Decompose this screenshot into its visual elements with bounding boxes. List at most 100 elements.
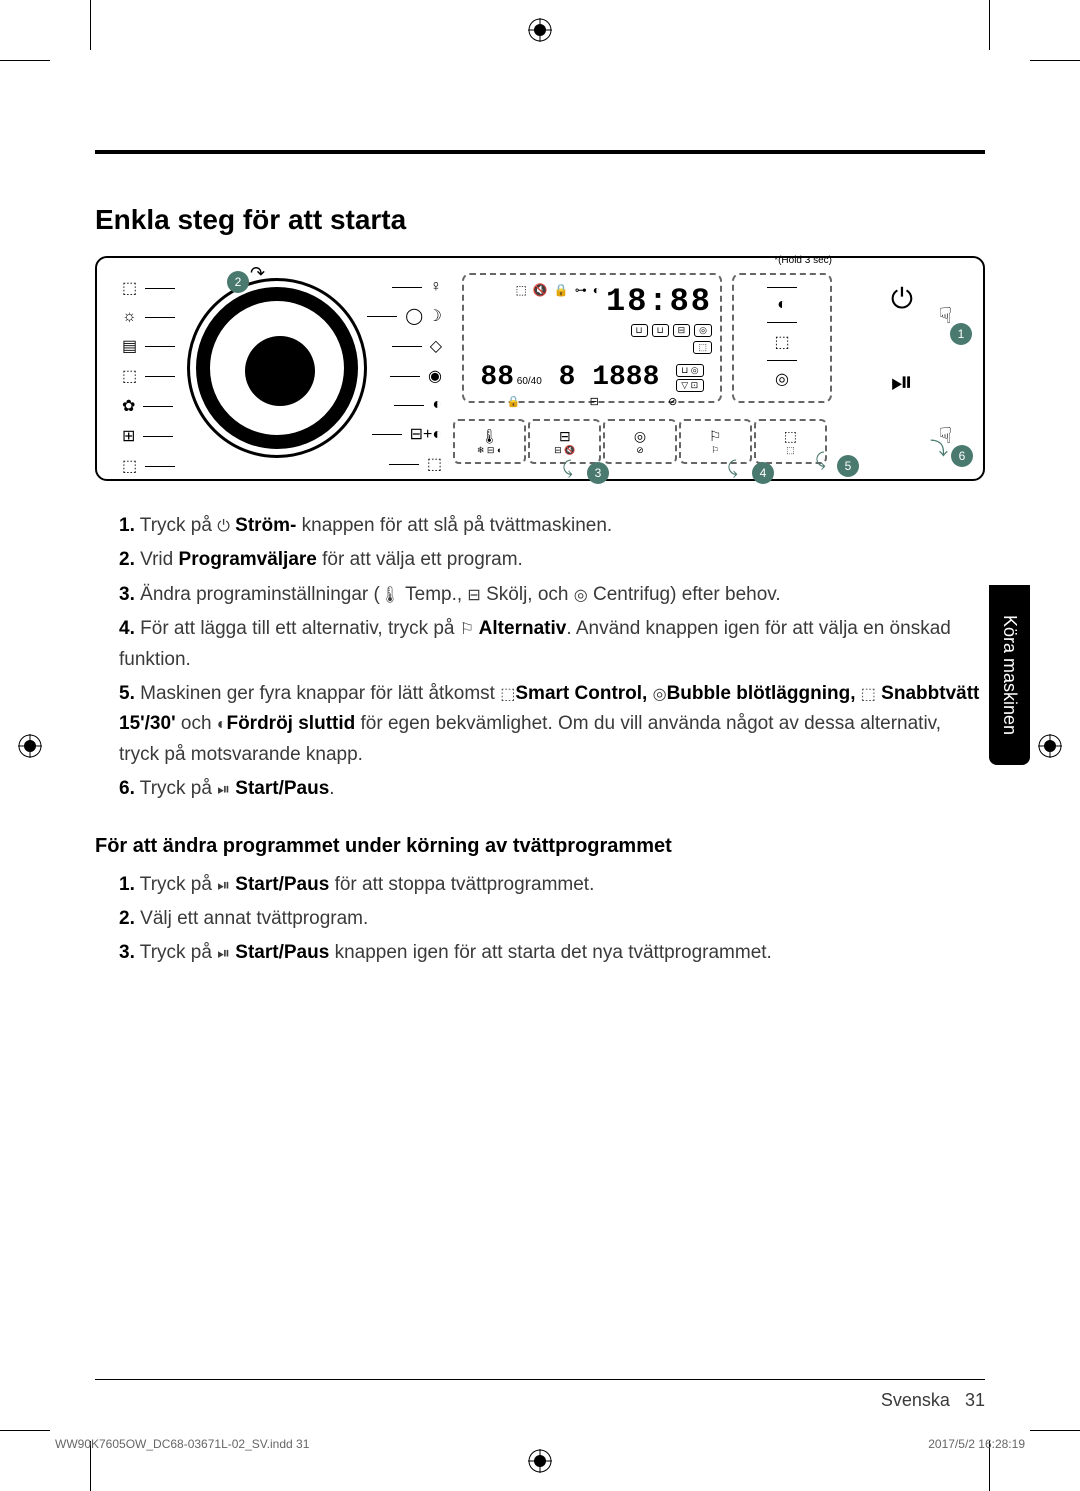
play-pause-icon: ⏯: [891, 366, 913, 399]
hand-icon: ☟: [939, 303, 952, 329]
display-icon: ⊘: [668, 395, 677, 408]
power-icon: ⏻: [891, 283, 913, 316]
main-instructions: 1. Tryck på ⏻ Ström- knappen för att slå…: [95, 511, 985, 805]
play-pause-icon: ⏯: [217, 877, 230, 894]
subsection-title: För att ändra programmet under körning a…: [95, 835, 985, 858]
file-info: WW90K7605OW_DC68-03671L-02_SV.indd 31: [55, 1437, 309, 1451]
smart-icon: ⬚: [500, 686, 515, 703]
crop-mark: [1030, 60, 1080, 61]
crop-mark: [0, 1430, 50, 1431]
sub-instructions: 1. Tryck på ⏯ Start/Paus för att stoppa …: [95, 870, 985, 969]
spin-button: ◎ ⊘: [603, 419, 676, 464]
crop-mark: [0, 60, 50, 61]
callout-6: 6: [951, 445, 973, 467]
display-icon: ⊔: [631, 324, 648, 337]
temp-button: 🌡 ❄ ⊟ ◐: [453, 419, 526, 464]
bubble-icon: ◎: [653, 686, 667, 703]
dial-icon: ⬚: [122, 366, 137, 386]
display-icon: ⊔: [652, 324, 669, 337]
bubble-icon: ◎: [775, 369, 789, 389]
instruction-item: 2. Välj ett annat tvättprogram.: [119, 904, 985, 934]
instruction-item: 4. För att lägga till ett alternativ, tr…: [119, 614, 985, 675]
dial-icon: ✿: [122, 396, 135, 416]
quick-wash-icon: ⬚: [861, 686, 876, 703]
display-icon: ⊟: [673, 324, 691, 337]
registration-mark-icon: [1038, 734, 1062, 758]
footer-page-num: 31: [965, 1390, 985, 1410]
callout-2: 2: [227, 271, 249, 293]
dial-right-icons: ♀ ◯ ☽ ◇ ◉ ◐ ⊟+◐ ⬚: [367, 278, 442, 474]
section-title: Enkla steg för att starta: [95, 204, 985, 236]
header-rule: [95, 150, 985, 154]
timestamp: 2017/5/2 16:28:19: [928, 1437, 1025, 1451]
instruction-item: 6. Tryck på ⏯ Start/Paus.: [119, 774, 985, 804]
hold-text: *(Hold 3 sec): [774, 255, 832, 266]
side-tab: Köra maskinen: [989, 585, 1030, 765]
dial-icon: ◇: [430, 336, 442, 356]
display-icon: 🔒: [554, 283, 569, 320]
display-icon: 🔇: [533, 283, 548, 320]
display-time: 18:88: [606, 283, 712, 320]
dial-icon: ⬚: [122, 278, 137, 298]
program-dial: ↷: [187, 278, 367, 458]
dial-area: ⬚ ☼ ▤ ⬚ ✿ ⊞ ⬚ ↷ 2 ♀ ◯ ☽ ◇ ◉ ◐ ⊟+◐ ⬚: [112, 273, 452, 464]
display-icon: ⊟: [590, 395, 599, 408]
instruction-item: 3. Ändra programinställningar (🌡 Temp., …: [119, 580, 985, 610]
callout-1: 1: [950, 323, 972, 345]
play-pause-icon: ⏯: [217, 781, 230, 798]
temp-icons: 60/40: [514, 376, 542, 387]
page-footer: Svenska 31: [95, 1379, 985, 1411]
callout-4: 4: [752, 462, 774, 484]
instruction-item: 5. Maskinen ger fyra knappar för lätt åt…: [119, 679, 985, 770]
display-icon: ▽ ⊡: [676, 379, 703, 392]
dial-left-icons: ⬚ ☼ ▤ ⬚ ✿ ⊞ ⬚: [122, 278, 175, 476]
right-panel: *(Hold 3 sec) ◐ ⬚ ◎: [732, 273, 832, 433]
temp-icon: 🌡: [380, 587, 400, 604]
spin-icon: ◎: [634, 428, 646, 445]
rinse-display: 8: [559, 362, 576, 393]
rinse-icon: ⊟: [559, 428, 571, 445]
registration-mark-icon: [528, 1449, 552, 1473]
display-area: ⬚ 🔇 🔒 ⊶ ◐ 18:88 ⊔ ⊔ ⊟ ◎ ⬚ 88 60/40: [462, 273, 722, 403]
display-icon: ◐: [593, 283, 600, 320]
print-metadata: WW90K7605OW_DC68-03671L-02_SV.indd 31 20…: [55, 1437, 1025, 1451]
callout-3: 3: [587, 462, 609, 484]
delay-icon: ◐: [777, 296, 787, 314]
dial-icon: ⬚: [122, 456, 137, 476]
callout-5: 5: [837, 455, 859, 477]
dial-icon: ◯ ☽: [405, 306, 442, 326]
options-icon: ⚐: [460, 621, 474, 638]
dial-icon: ⊟+◐: [410, 424, 442, 444]
spin-display: 1888: [592, 362, 659, 393]
temp-display: 88: [480, 362, 514, 393]
control-panel-diagram: ⬚ ☼ ▤ ⬚ ✿ ⊞ ⬚ ↷ 2 ♀ ◯ ☽ ◇ ◉ ◐ ⊟+◐ ⬚: [95, 256, 985, 481]
display-icon: ⊶: [575, 283, 587, 320]
footer-language: Svenska: [881, 1390, 950, 1410]
display-icon: ⬚: [693, 341, 712, 354]
dial-icon: ⊞: [122, 426, 135, 446]
options-button: ⚐ ⚐: [679, 419, 752, 464]
temp-icon: 🌡: [481, 428, 499, 445]
dial-icon: ⬚: [427, 454, 442, 474]
instruction-item: 1. Tryck på ⏯ Start/Paus för att stoppa …: [119, 870, 985, 900]
instruction-item: 3. Tryck på ⏯ Start/Paus knappen igen fö…: [119, 938, 985, 968]
spin-icon: ◎: [574, 587, 588, 604]
instruction-item: 1. Tryck på ⏻ Ström- knappen för att slå…: [119, 511, 985, 541]
dial-icon: ◉: [428, 366, 442, 386]
display-icon: 🔒: [507, 395, 521, 408]
dial-icon: ◐: [432, 396, 442, 414]
display-icon: ⬚: [515, 283, 526, 320]
registration-mark-icon: [528, 18, 552, 42]
rinse-icon: ⊟: [467, 587, 480, 604]
crop-mark: [1030, 1430, 1080, 1431]
display-icon: ⊔ ◎: [676, 364, 703, 377]
options-icon: ⚐: [709, 428, 722, 445]
registration-mark-icon: [18, 734, 42, 758]
play-pause-icon: ⏯: [217, 945, 230, 962]
quick-wash-icon: ⬚: [774, 332, 789, 352]
dial-icon: ▤: [122, 336, 137, 356]
smart-icon: ⬚: [784, 428, 797, 445]
crop-mark: [90, 0, 91, 50]
power-icon: ⏻: [217, 518, 230, 535]
instruction-item: 2. Vrid Programväljare för att välja ett…: [119, 545, 985, 575]
